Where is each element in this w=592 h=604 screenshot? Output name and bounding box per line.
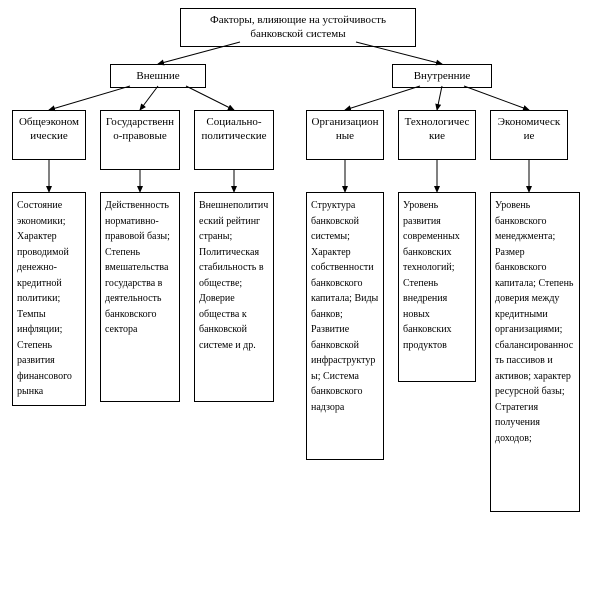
category-socio-political: Социально-политические: [194, 110, 274, 170]
branch-internal-label: Внутренние: [414, 70, 471, 82]
category-label: Общеэкономические: [19, 116, 79, 142]
detail-text: Уровень развития современных банковских …: [403, 200, 460, 351]
root-label: Факторы, влияющие на устойчивость банков…: [210, 14, 386, 40]
category-organizational: Организационные: [306, 110, 384, 160]
category-economic: Экономические: [490, 110, 568, 160]
detail-technological: Уровень развития современных банковских …: [398, 192, 476, 382]
branch-external-label: Внешние: [136, 70, 179, 82]
category-economic-general: Общеэкономические: [12, 110, 86, 160]
category-label: Государственно-правовые: [106, 116, 174, 142]
detail-state-legal: Действенность нормативно-правовой базы; …: [100, 192, 180, 402]
category-label: Технологические: [405, 116, 470, 142]
detail-organizational: Структура банковской системы; Характер с…: [306, 192, 384, 460]
category-state-legal: Государственно-правовые: [100, 110, 180, 170]
detail-economic-general: Состояние экономики; Характер проводимой…: [12, 192, 86, 406]
detail-text: Внешнеполитический рейтинг страны; Полит…: [199, 200, 268, 351]
detail-text: Структура банковской системы; Характер с…: [311, 200, 378, 413]
detail-text: Действенность нормативно-правовой базы; …: [105, 200, 170, 335]
category-label: Социально-политические: [202, 116, 267, 142]
category-label: Экономические: [498, 116, 561, 142]
detail-socio-political: Внешнеполитический рейтинг страны; Полит…: [194, 192, 274, 402]
detail-text: Уровень банковского менеджмента; Размер …: [495, 200, 574, 444]
branch-external: Внешние: [110, 64, 206, 88]
category-label: Организационные: [312, 116, 379, 142]
detail-text: Состояние экономики; Характер проводимой…: [17, 200, 72, 397]
category-technological: Технологические: [398, 110, 476, 160]
root-node: Факторы, влияющие на устойчивость банков…: [180, 8, 416, 47]
detail-economic: Уровень банковского менеджмента; Размер …: [490, 192, 580, 512]
branch-internal: Внутренние: [392, 64, 492, 88]
